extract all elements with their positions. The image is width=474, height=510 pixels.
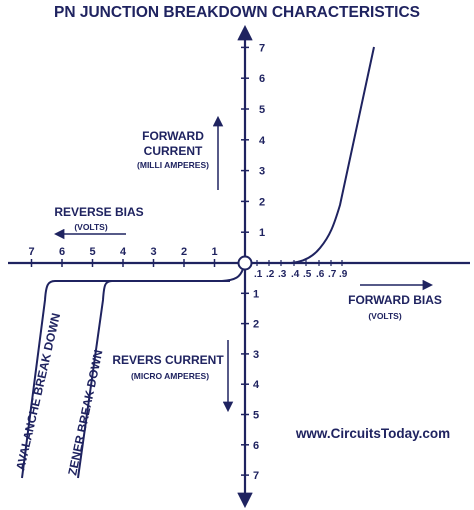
forward-bias-unit: (VOLTS) bbox=[368, 311, 402, 321]
forward-current-label-1: FORWARD bbox=[142, 129, 204, 143]
x-left-tick-label: 3 bbox=[150, 246, 156, 258]
page-title: PN JUNCTION BREAKDOWN CHARACTERISTICS bbox=[54, 4, 420, 21]
y-up-ticks: 1 2 3 4 5 6 7 bbox=[241, 42, 266, 239]
zener-curve bbox=[77, 280, 230, 479]
website-text: www.CircuitsToday.com bbox=[295, 426, 450, 441]
y-up-tick-label: 7 bbox=[259, 42, 265, 54]
y-down-tick-label: 2 bbox=[253, 319, 259, 331]
y-up-tick-label: 5 bbox=[259, 104, 265, 116]
y-down-tick-label: 1 bbox=[253, 288, 259, 300]
forward-current-unit: (MILLI AMPERES) bbox=[137, 160, 209, 170]
avalanche-label: AVALANCHE BREAK DOWN bbox=[13, 312, 63, 472]
avalanche-curve bbox=[21, 268, 244, 479]
x-left-tick-label: 2 bbox=[181, 246, 187, 258]
y-up-tick-label: 2 bbox=[259, 196, 265, 208]
reverse-bias-label: REVERSE BIAS bbox=[54, 205, 143, 219]
origin-marker bbox=[237, 255, 253, 271]
x-left-ticks: 1 2 3 4 5 6 7 bbox=[28, 246, 218, 267]
forward-current-label-2: CURRENT bbox=[144, 144, 203, 158]
x-right-tick-label: .3 bbox=[278, 269, 287, 280]
y-up-tick-label: 1 bbox=[259, 227, 265, 239]
x-right-ticks: .1.2.3 .4.5 .6.7.9 bbox=[254, 260, 348, 280]
x-right-tick-label: .1 bbox=[254, 269, 263, 280]
forward-bias-label: FORWARD BIAS bbox=[348, 293, 442, 307]
reverse-bias-unit: (VOLTS) bbox=[74, 222, 108, 232]
y-down-tick-label: 6 bbox=[253, 440, 259, 452]
x-left-tick-label: 5 bbox=[89, 246, 95, 258]
x-left-tick-label: 4 bbox=[120, 246, 127, 258]
x-right-tick-label: .7 bbox=[328, 269, 337, 280]
zener-label: ZENER BREAK DOWN bbox=[65, 349, 105, 477]
x-right-tick-label: .2 bbox=[266, 269, 275, 280]
x-right-tick-label: .9 bbox=[339, 269, 348, 280]
x-left-tick-label: 6 bbox=[59, 246, 65, 258]
y-up-tick-label: 6 bbox=[259, 73, 265, 85]
x-right-tick-label: .5 bbox=[303, 269, 312, 280]
reverse-current-label: REVERS CURRENT bbox=[112, 353, 224, 367]
x-left-tick-label: 7 bbox=[28, 246, 34, 258]
x-right-tick-label: .6 bbox=[316, 269, 325, 280]
y-down-tick-label: 4 bbox=[253, 379, 260, 391]
y-down-tick-label: 7 bbox=[253, 470, 259, 482]
x-right-tick-label: .4 bbox=[291, 269, 300, 280]
y-up-tick-label: 3 bbox=[259, 166, 265, 178]
y-up-tick-label: 4 bbox=[259, 135, 266, 147]
y-down-tick-label: 5 bbox=[253, 410, 259, 422]
y-down-ticks: 1 2 3 4 5 6 7 bbox=[241, 288, 260, 482]
reverse-current-unit: (MICRO AMPERES) bbox=[131, 371, 209, 381]
x-left-tick-label: 1 bbox=[211, 246, 217, 258]
forward-curve bbox=[251, 46, 375, 264]
y-down-tick-label: 3 bbox=[253, 349, 259, 361]
